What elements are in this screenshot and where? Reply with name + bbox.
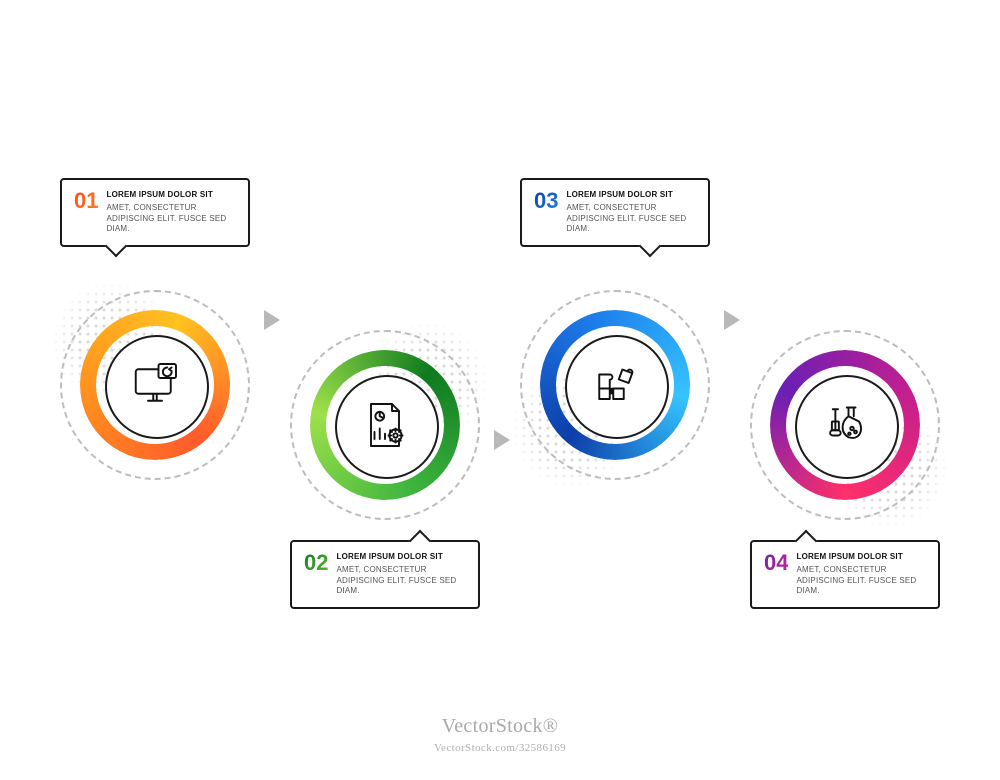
watermark-id: VectorStock.com/32586169 (0, 742, 1000, 754)
callout-02: 02 LOREM IPSUM DOLOR SITAMET, CONSECTETU… (290, 540, 480, 609)
callout-pointer (409, 530, 432, 553)
callout-text: LOREM IPSUM DOLOR SITAMET, CONSECTETUR A… (566, 190, 698, 235)
flow-arrow-icon (494, 430, 510, 450)
flow-arrow-icon (724, 310, 740, 330)
puzzle-icon (565, 335, 665, 435)
flow-arrow-icon (264, 310, 280, 330)
recovery-monitor-icon (105, 335, 205, 435)
callout-pointer (795, 530, 818, 553)
callout-04: 04 LOREM IPSUM DOLOR SITAMET, CONSECTETU… (750, 540, 940, 609)
callout-03: 03 LOREM IPSUM DOLOR SITAMET, CONSECTETU… (520, 178, 710, 247)
step-number: 04 (764, 552, 788, 597)
watermark-brand: VectorStock® (0, 715, 1000, 738)
callout-text: LOREM IPSUM DOLOR SITAMET, CONSECTETUR A… (336, 552, 468, 597)
step-number: 03 (534, 190, 558, 235)
infographic-stage: 01 LOREM IPSUM DOLOR SITAMET, CONSECTETU… (0, 0, 1000, 780)
step-03 (520, 290, 710, 480)
watermark: VectorStock® VectorStock.com/32586169 (0, 715, 1000, 754)
chemistry-icon (795, 375, 895, 475)
step-04 (750, 330, 940, 520)
callout-text: LOREM IPSUM DOLOR SITAMET, CONSECTETUR A… (106, 190, 238, 235)
ring-wrap-01 (60, 290, 250, 480)
step-number: 01 (74, 190, 98, 235)
ring-wrap-02 (290, 330, 480, 520)
callout-01: 01 LOREM IPSUM DOLOR SITAMET, CONSECTETU… (60, 178, 250, 247)
ring-wrap-03 (520, 290, 710, 480)
step-number: 02 (304, 552, 328, 597)
step-01 (60, 290, 250, 480)
callout-pointer (639, 235, 662, 258)
callout-text: LOREM IPSUM DOLOR SITAMET, CONSECTETUR A… (796, 552, 928, 597)
callout-pointer (105, 235, 128, 258)
step-02 (290, 330, 480, 520)
report-gear-icon (335, 375, 435, 475)
ring-wrap-04 (750, 330, 940, 520)
